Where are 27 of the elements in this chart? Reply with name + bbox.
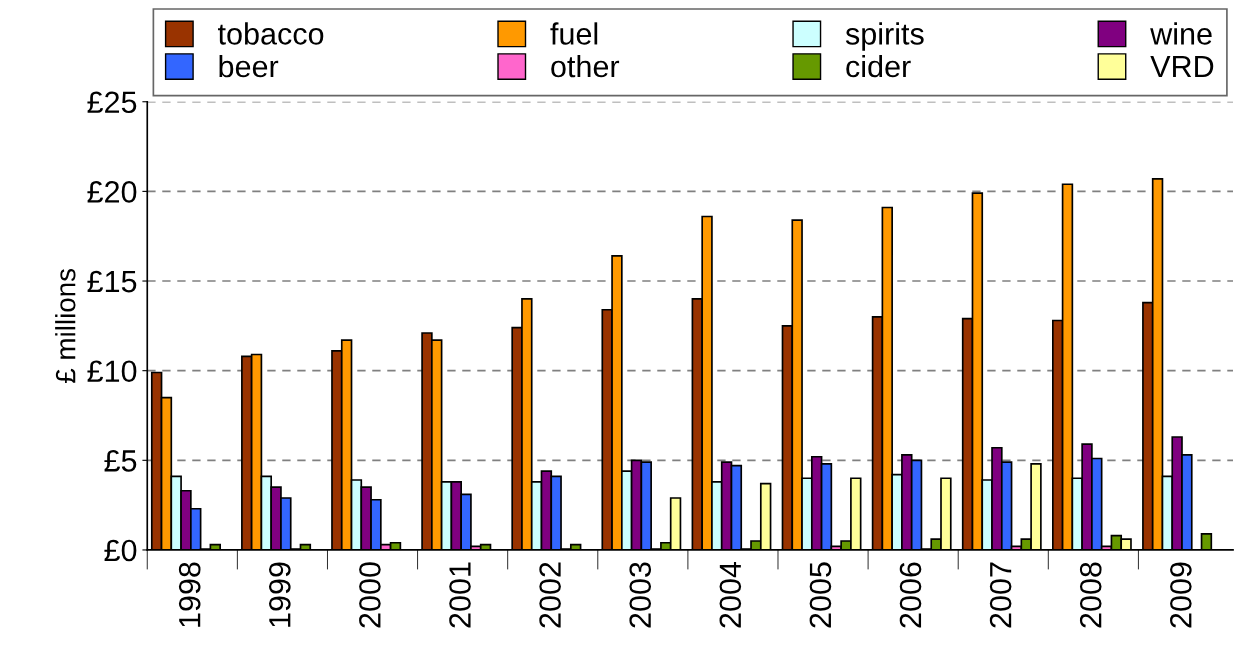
- legend-label: wine: [1150, 22, 1212, 45]
- legend-label: tobacco: [218, 22, 324, 45]
- y-tick-label: £10: [87, 360, 137, 383]
- legend-label: fuel: [550, 22, 598, 45]
- x-tick-label: 2005: [809, 562, 832, 628]
- x-tick-label: 2007: [989, 562, 1012, 628]
- y-tick-label: £25: [87, 91, 137, 114]
- x-tick-label: 2006: [899, 562, 922, 628]
- x-tick-label: 2009: [1170, 562, 1192, 628]
- legend-label: other: [551, 54, 620, 78]
- y-tick-label: £15: [87, 270, 137, 293]
- x-tick-label: 2000: [359, 562, 381, 628]
- x-tick-label: 1998: [178, 562, 201, 627]
- x-tick-label: 2008: [1079, 562, 1102, 628]
- y-axis-title: £ millions: [55, 268, 76, 383]
- legend-label: VRD: [1150, 56, 1214, 78]
- legend-label: cider: [846, 54, 911, 78]
- y-tick-label: £20: [87, 181, 137, 203]
- x-tick-label: 2003: [629, 562, 652, 628]
- y-tick-label: £5: [104, 450, 137, 472]
- x-tick-label: 1999: [268, 562, 291, 627]
- x-tick-label: 2002: [539, 562, 561, 628]
- x-tick-label: 2001: [449, 562, 471, 628]
- x-tick-label: 2004: [719, 561, 742, 628]
- y-tick-label: £0: [104, 539, 137, 562]
- legend-label: beer: [219, 54, 279, 78]
- legend-label: spirits: [845, 22, 924, 51]
